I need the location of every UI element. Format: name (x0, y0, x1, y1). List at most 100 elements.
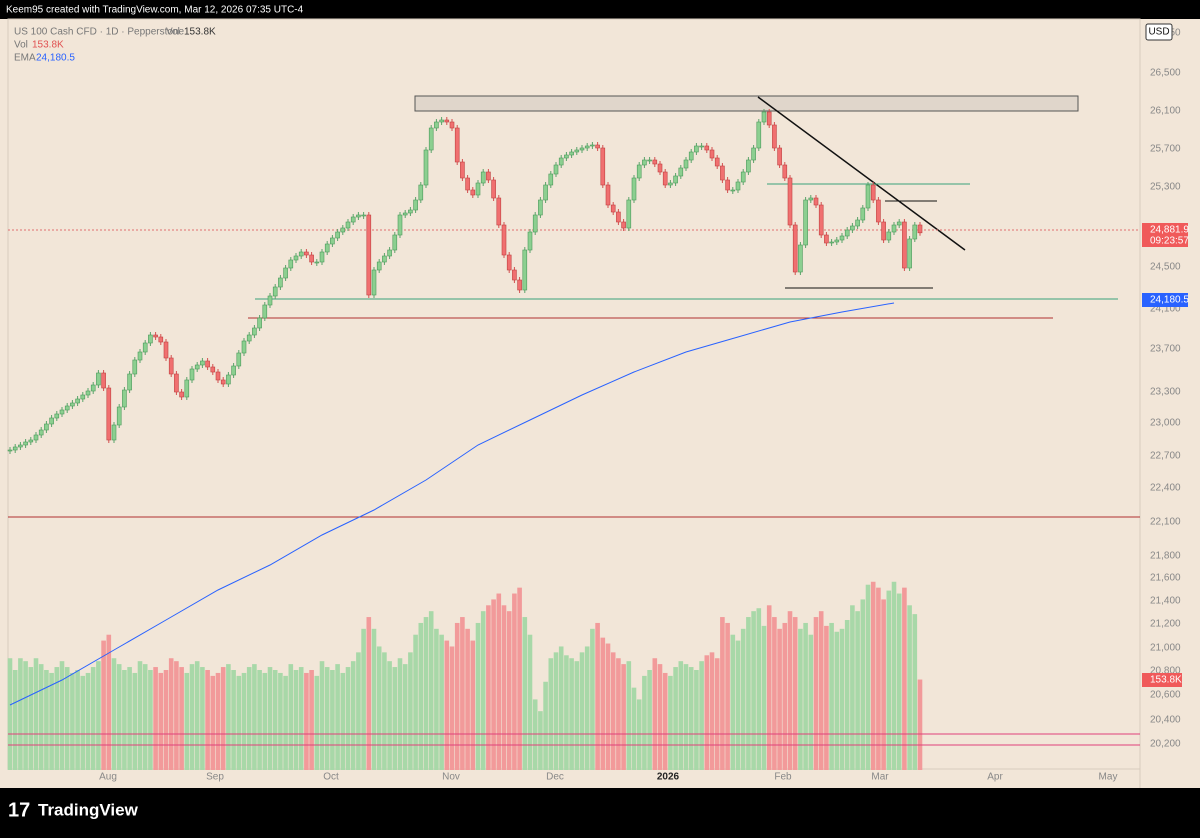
price-label: 23,300 (1150, 387, 1181, 398)
volume-bar (220, 667, 226, 770)
candle (361, 214, 366, 217)
volume-bar (631, 687, 637, 770)
volume-bar (798, 628, 803, 770)
candle (75, 398, 80, 404)
price-label: 26,500 (1150, 68, 1181, 79)
candle (408, 209, 413, 214)
candle (480, 171, 486, 184)
candle (496, 197, 502, 226)
candle (205, 360, 210, 368)
volume-bar (834, 631, 840, 770)
volume-bar (397, 658, 403, 770)
legend-symbol: US 100 Cash CFD · 1D · Pepperstone (14, 27, 185, 38)
volume-bar (803, 622, 808, 770)
time-axis: Aug Sep Oct Nov Dec 2026 Feb Mar Apr May (99, 772, 1117, 783)
volume-bar (179, 667, 184, 770)
volume-bar (621, 664, 626, 770)
volume-bar (699, 661, 704, 770)
price-label: 20,800 (1150, 666, 1181, 677)
candle (371, 269, 377, 296)
volume-bar (673, 667, 678, 770)
volume-bar (907, 605, 912, 770)
candle (720, 165, 725, 181)
volume-bar (70, 672, 75, 770)
candle (917, 224, 923, 234)
volume-bar (574, 661, 580, 770)
candle (912, 224, 918, 240)
candle (803, 199, 808, 246)
volume-bar (101, 640, 106, 770)
volume-bar (127, 667, 132, 770)
volume-bar (917, 679, 923, 770)
ema-line (9, 302, 895, 706)
volume-bar (241, 672, 247, 770)
volume-bar (912, 614, 918, 770)
volume-bar (350, 661, 356, 770)
price-label: 21,800 (1150, 551, 1181, 562)
volume-bar (777, 628, 782, 770)
currency-box[interactable] (1145, 23, 1173, 41)
volume-bar (106, 634, 112, 770)
candle (319, 251, 325, 263)
candle (704, 145, 710, 151)
volume-bar (766, 605, 772, 770)
volume-bar (891, 581, 897, 770)
candle (600, 147, 606, 186)
candle (517, 279, 522, 291)
footer-brand[interactable]: TradingView (38, 800, 139, 819)
candle (870, 184, 876, 201)
candle (449, 121, 455, 129)
volume-bar (231, 670, 236, 770)
price-label: 24,500 (1150, 262, 1181, 273)
candle (397, 214, 403, 236)
volume-bar (730, 634, 736, 770)
volume-bar (538, 711, 543, 770)
price-label: 21,000 (1150, 643, 1181, 654)
volume-bar (818, 611, 824, 770)
volume-bar (657, 664, 663, 770)
volume-bar (590, 628, 595, 770)
candle (740, 171, 746, 183)
candle (54, 413, 60, 419)
volume-bar (642, 675, 647, 770)
volume-bar (298, 667, 304, 770)
candle (90, 384, 96, 392)
volume-bar (605, 643, 611, 770)
volume-bar (376, 646, 382, 770)
volume-bar (75, 670, 80, 770)
candle (153, 334, 158, 338)
candle (288, 259, 294, 269)
volume-bar (28, 667, 34, 770)
candle (33, 434, 39, 441)
volume-bar (413, 634, 418, 770)
volume-bar (829, 622, 834, 770)
legend-ema-label: EMA (14, 53, 36, 64)
candle (730, 189, 736, 192)
candle (605, 184, 611, 206)
candle (262, 304, 268, 319)
volume-bar (865, 584, 871, 770)
volume-bar (506, 611, 512, 770)
candle (444, 119, 450, 123)
candle (725, 179, 730, 191)
countdown: 09:23:57 (1150, 236, 1189, 247)
candle (434, 121, 439, 129)
candle (257, 317, 262, 329)
volume-bar (319, 661, 325, 770)
volume-bar (527, 634, 533, 770)
candle (392, 234, 398, 251)
candle (792, 224, 798, 273)
candle (626, 199, 632, 229)
volume-bar (678, 661, 684, 770)
candle (439, 119, 444, 123)
price-label: 22,100 (1150, 517, 1181, 528)
candle (694, 145, 699, 153)
volume-bar (792, 617, 798, 770)
candle (356, 214, 361, 218)
volume-bar (522, 617, 528, 770)
currency: USD (1148, 27, 1169, 38)
candle (340, 227, 346, 233)
candle (678, 167, 684, 177)
volume-bar (142, 664, 148, 770)
volume-bar (855, 611, 860, 770)
